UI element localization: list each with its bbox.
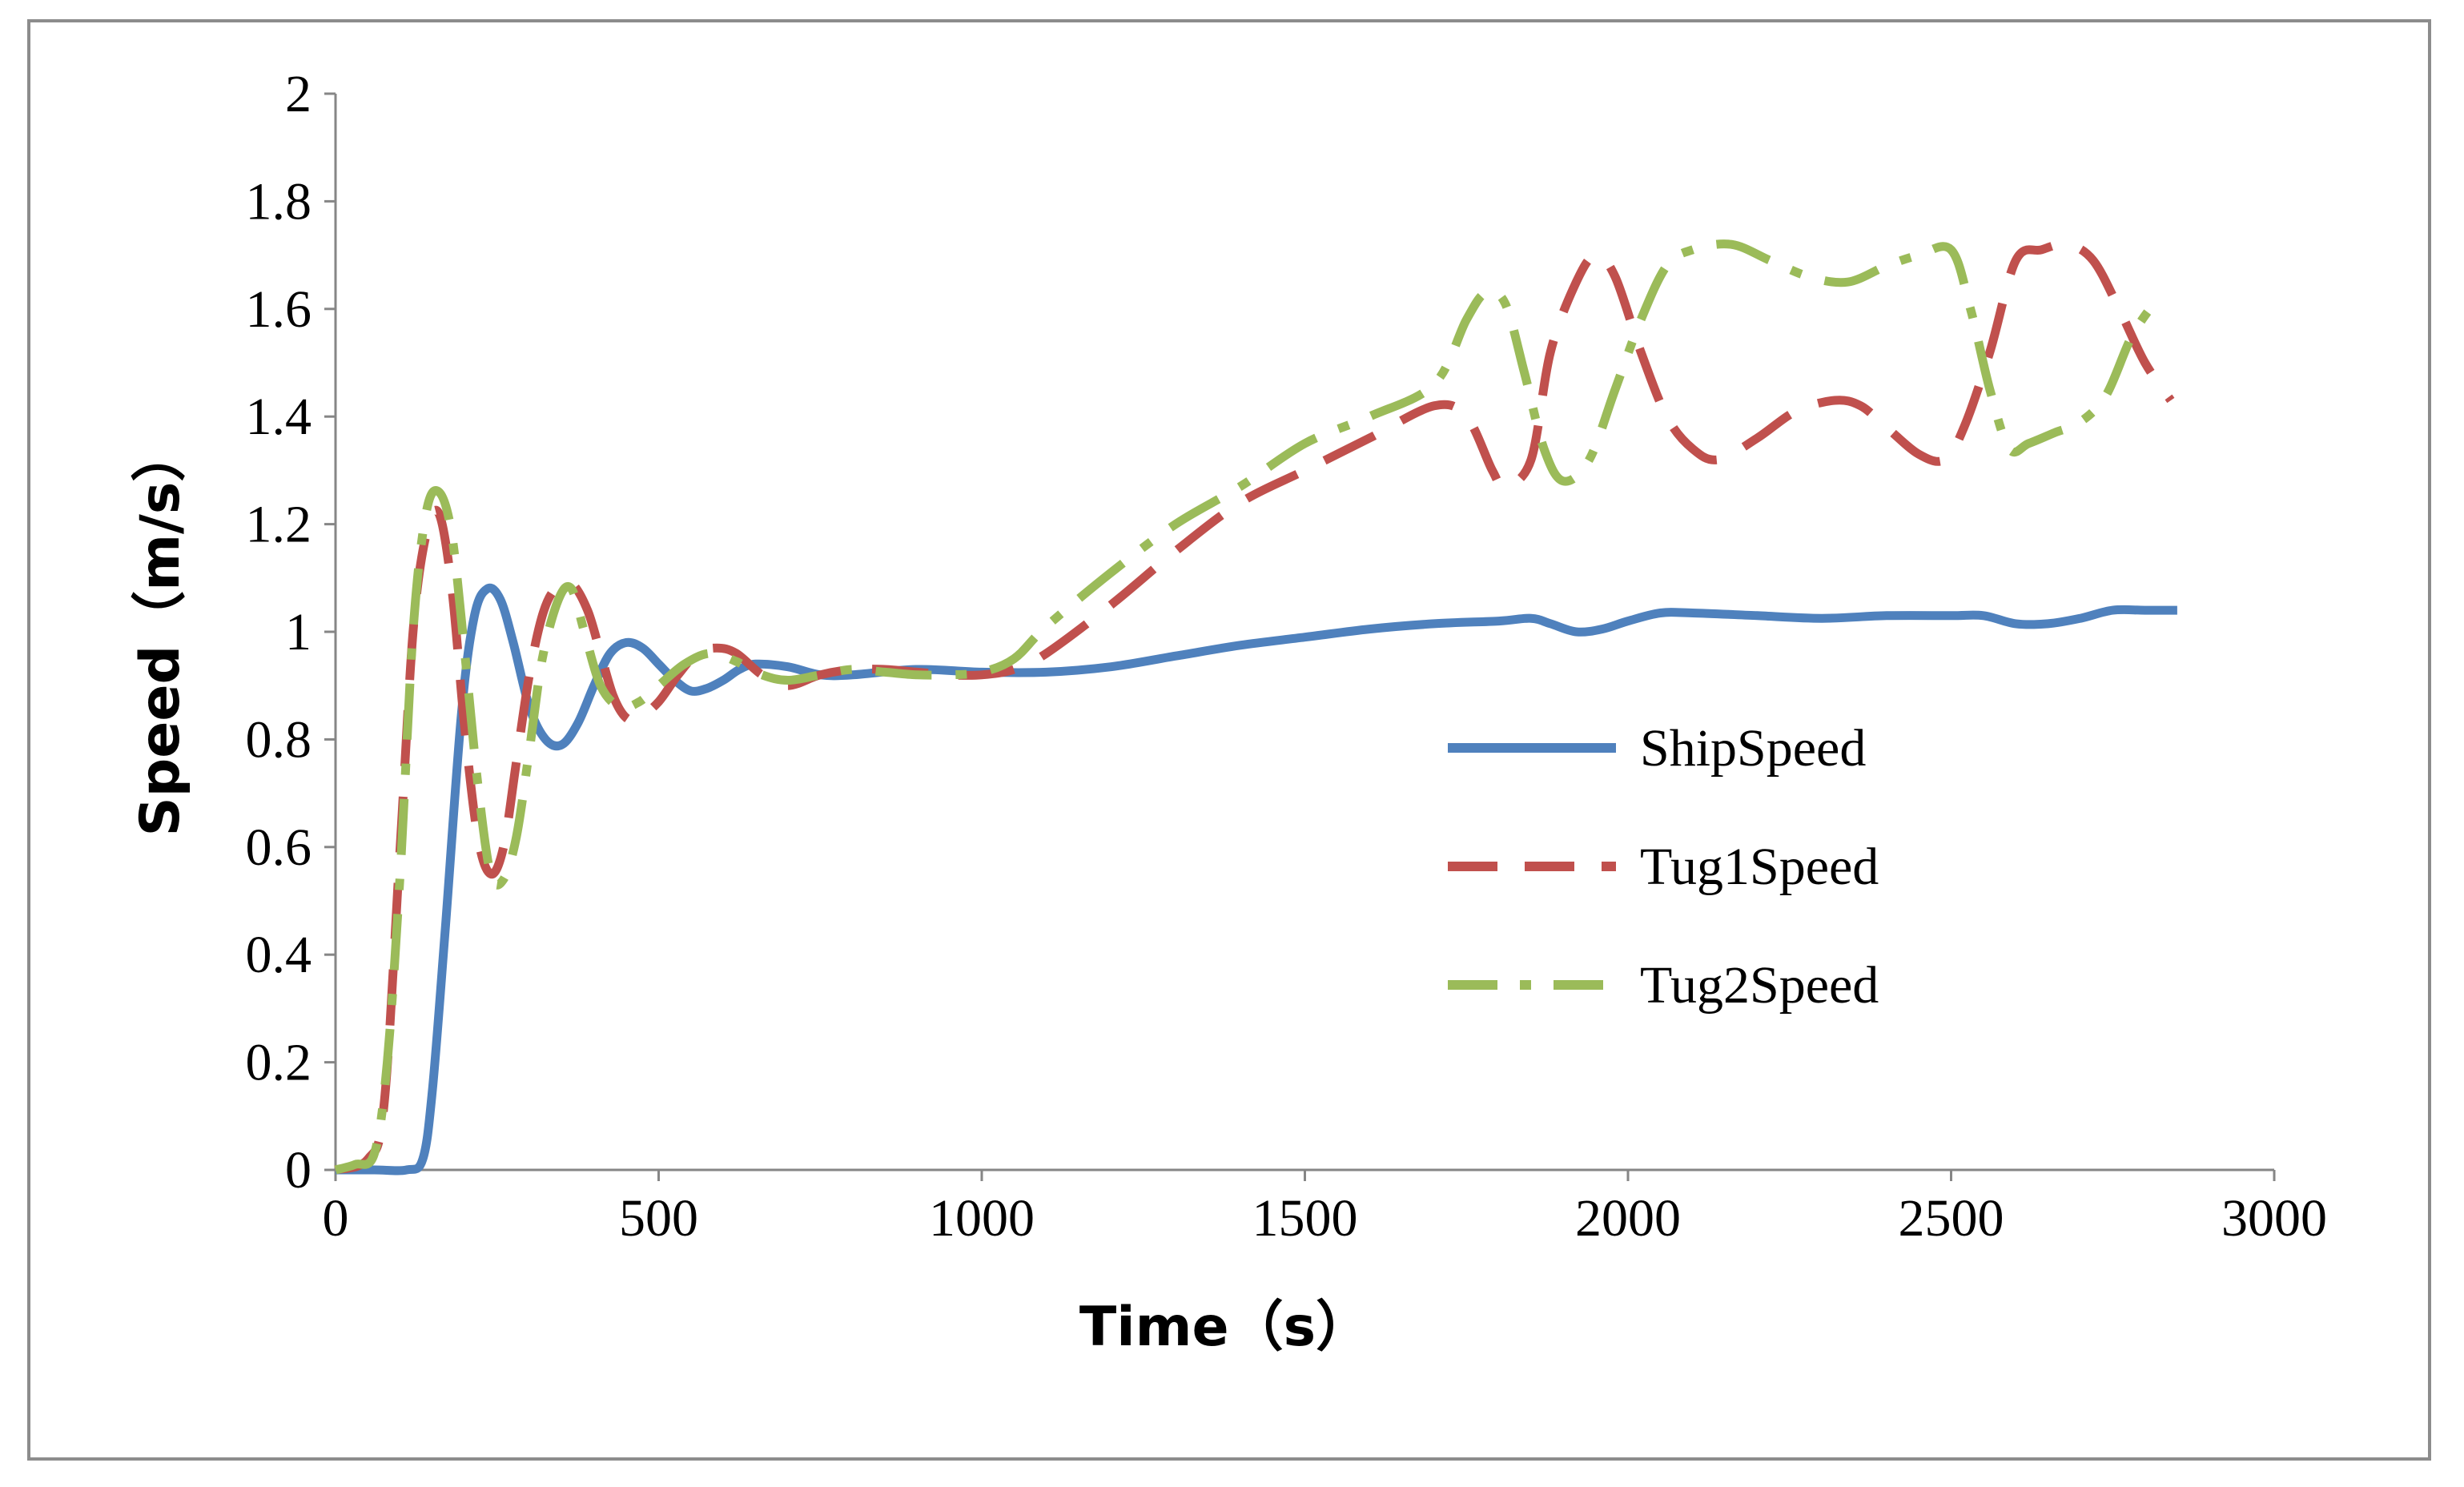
y-tick-label: 1.2 xyxy=(246,496,312,554)
y-tick-label: 0.4 xyxy=(246,926,312,984)
legend-label-shipspeed: ShipSpeed xyxy=(1640,719,1866,778)
line-chart: 0 500 1000 1500 2000 2500 3000 0 0.2 0.4 0.6 0.8 1 1… xyxy=(129,65,2328,1359)
x-tick-label: 2000 xyxy=(1575,1189,1681,1248)
series-line-tug2speed xyxy=(334,239,2162,1175)
y-tick-label: 0 xyxy=(285,1141,312,1200)
x-tick-label: 1000 xyxy=(929,1189,1035,1248)
y-tick-label: 0.2 xyxy=(246,1034,312,1092)
y-tick-label: 2 xyxy=(285,65,312,123)
series-line-tug1speed xyxy=(334,239,2175,1175)
axes xyxy=(324,92,2276,1181)
legend-label-tug1speed: Tug1Speed xyxy=(1640,838,1879,896)
x-tick-label: 3000 xyxy=(2221,1189,2327,1248)
x-tick-label: 1500 xyxy=(1252,1189,1358,1248)
y-tick-label: 1.8 xyxy=(246,172,312,231)
x-tick-labels: 0 500 1000 1500 2000 2500 3000 xyxy=(323,1189,2328,1248)
series-lines xyxy=(334,239,2177,1176)
x-tick-label: 2500 xyxy=(1899,1189,2004,1248)
legend-label-tug2speed: Tug2Speed xyxy=(1640,956,1879,1015)
series-line-shipspeed xyxy=(336,583,2177,1176)
x-tick-label: 0 xyxy=(323,1189,349,1248)
y-tick-label: 1.6 xyxy=(246,280,312,339)
y-tick-label: 0.8 xyxy=(246,710,312,769)
chart-frame: 0 500 1000 1500 2000 2500 3000 0 0.2 0.4 0.6 0.8 1 1… xyxy=(27,19,2431,1461)
legend: ShipSpeed Tug1Speed Tug2Speed xyxy=(1448,719,1879,1015)
x-tick-label: 500 xyxy=(619,1189,698,1248)
y-tick-label: 0.6 xyxy=(246,818,312,877)
y-axis-title: Speed（m/s） xyxy=(129,428,192,837)
y-tick-labels: 0 0.2 0.4 0.6 0.8 1 1.2 1.4 1.6 1.8 2 xyxy=(246,65,312,1200)
x-axis-title: Time（s） xyxy=(1079,1296,1370,1359)
y-tick-label: 1.4 xyxy=(246,388,312,446)
y-tick-label: 1 xyxy=(285,603,312,661)
